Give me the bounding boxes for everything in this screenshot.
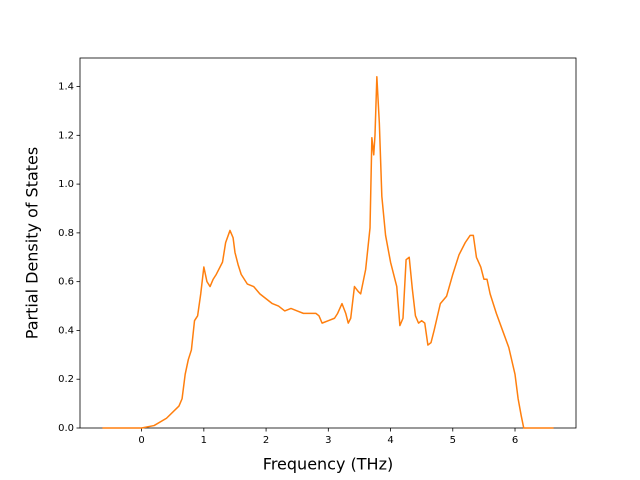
y-tick-label: 1.2: [58, 130, 74, 141]
x-tick-label: 4: [387, 435, 393, 446]
x-axis-label: Frequency (THz): [263, 455, 393, 474]
x-tick-label: 6: [512, 435, 518, 446]
x-tick-label: 0: [138, 435, 144, 446]
y-tick-label: 1.4: [58, 82, 74, 93]
y-tick-label: 0.4: [58, 325, 74, 336]
y-tick-label: 0.2: [58, 374, 74, 385]
y-tick-label: 0.0: [58, 423, 74, 434]
x-tick-label: 3: [325, 435, 331, 446]
data-line: [102, 76, 554, 429]
y-axis-label: Partial Density of States: [23, 147, 42, 339]
plot-frame: [79, 57, 577, 429]
y-tick-label: 1.0: [58, 179, 74, 190]
x-tick-label: 2: [263, 435, 269, 446]
x-tick-label: 1: [201, 435, 207, 446]
y-tick-label: 0.6: [58, 277, 74, 288]
y-tick-label: 0.8: [58, 228, 74, 239]
x-tick-label: 5: [450, 435, 456, 446]
